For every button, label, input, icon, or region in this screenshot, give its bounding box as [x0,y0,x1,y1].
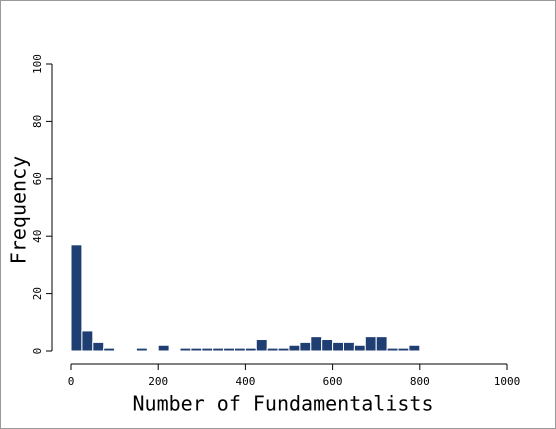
y-tick-label: 20 [31,287,44,300]
y-tick-label: 0 [31,348,44,355]
bar [343,341,355,352]
bar [103,347,116,352]
bar [70,244,83,352]
y-tick-label: 100 [31,54,44,74]
bar [332,341,345,352]
bar [397,347,410,352]
bar [288,344,301,352]
x-tick-label: 0 [68,375,75,388]
bar [157,344,170,352]
bar [277,347,290,352]
bar [408,344,421,352]
bar [310,336,323,352]
x-tick-label: 600 [323,375,343,388]
bar [266,347,279,352]
bar [321,339,334,352]
x-tick-label: 200 [148,375,168,388]
bar [190,347,203,352]
bar [81,330,94,352]
bar [135,347,148,352]
bar [364,336,377,352]
y-tick-label: 40 [31,230,44,243]
bar [212,347,225,352]
bar [375,336,388,352]
bar [299,341,312,352]
bar [92,341,105,352]
y-tick-label: 60 [31,172,44,185]
x-axis-label: Number of Fundamentalists [132,392,433,416]
x-tick-label: 1000 [494,375,521,388]
bar [179,347,192,352]
bar [255,339,268,352]
y-tick-label: 80 [31,115,44,128]
x-tick-label: 800 [410,375,430,388]
bar [201,347,214,352]
x-tick-label: 400 [235,375,255,388]
bar [353,344,366,352]
bar [223,347,236,352]
bar [386,347,399,352]
y-axis-label: Frequency [7,156,31,264]
bar [234,347,246,352]
bar [244,347,257,352]
